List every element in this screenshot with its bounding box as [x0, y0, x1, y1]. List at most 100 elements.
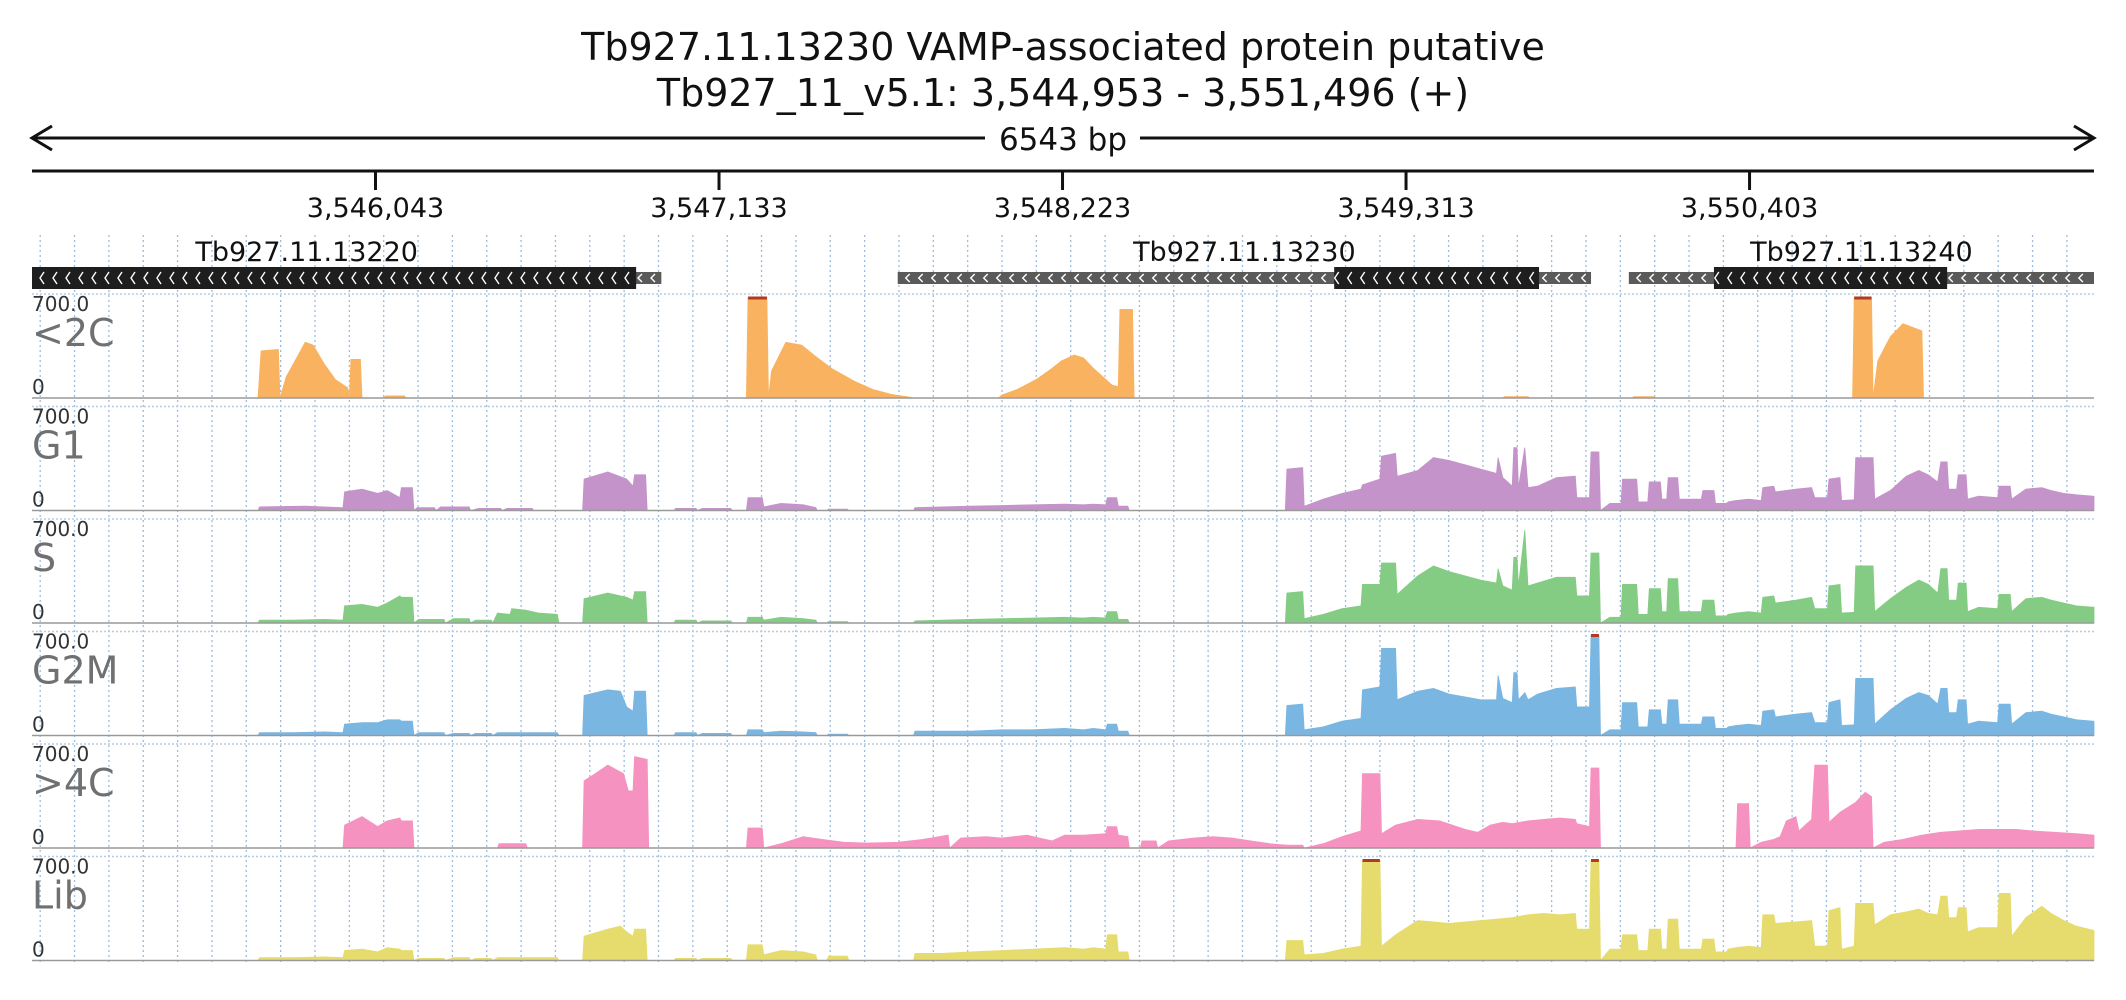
track-ymin-label: 0	[32, 713, 45, 737]
coverage-area	[32, 297, 2094, 399]
strand-arrow-icon	[1021, 273, 1028, 283]
strand-arrow-icon	[416, 271, 422, 285]
gene-cds	[32, 267, 637, 289]
strand-arrow-icon	[1753, 271, 1759, 285]
strand-arrow-icon	[1935, 271, 1941, 285]
strand-arrow-icon	[260, 271, 266, 285]
strand-arrow-icon	[1047, 273, 1054, 283]
strand-arrow-icon	[312, 271, 318, 285]
strand-arrow-icon	[1580, 273, 1587, 283]
strand-arrow-icon	[1818, 271, 1824, 285]
span-arrow-right-icon	[2073, 124, 2097, 152]
strand-arrow-icon	[273, 271, 279, 285]
strand-arrow-icon	[221, 271, 227, 285]
track-name: Lib	[32, 874, 88, 918]
strand-arrow-icon	[247, 271, 253, 285]
strand-arrow-icon	[1125, 273, 1132, 283]
strand-arrow-icon	[286, 271, 292, 285]
strand-arrow-icon	[1359, 271, 1366, 285]
track-ymax-label: 700.0	[32, 630, 89, 654]
track-ymin-label: 0	[32, 825, 45, 849]
strand-arrow-icon	[995, 273, 1002, 283]
strand-arrow-icon	[1450, 271, 1457, 285]
strand-arrow-icon	[559, 271, 565, 285]
strand-arrow-icon	[637, 273, 643, 283]
strand-arrow-icon	[1567, 273, 1574, 283]
gene-models: Tb927.11.13220 Tb927.11.13230 Tb927.11.132…	[32, 237, 2094, 289]
strand-arrow-icon	[39, 271, 45, 285]
strand-arrow-icon	[1281, 273, 1288, 283]
track-ymin-label: 0	[32, 600, 45, 624]
strand-arrow-icon	[403, 271, 409, 285]
strand-arrow-icon	[1960, 273, 1967, 283]
coverage-area	[32, 635, 2095, 737]
strand-arrow-icon	[943, 273, 950, 283]
strand-arrow-icon	[982, 273, 989, 283]
strand-arrow-icon	[1999, 273, 2006, 283]
strand-arrow-icon	[1870, 271, 1876, 285]
strand-arrow-icon	[91, 271, 97, 285]
strand-arrow-icon	[78, 271, 84, 285]
strand-arrow-icon	[442, 271, 448, 285]
strand-arrow-icon	[1385, 271, 1392, 285]
strand-arrow-icon	[2025, 273, 2032, 283]
strand-arrow-icon	[325, 271, 331, 285]
strand-arrow-icon	[1177, 273, 1184, 283]
strand-arrow-icon	[1372, 271, 1379, 285]
strand-arrow-icon	[1714, 271, 1720, 285]
strand-arrow-icon	[904, 273, 911, 283]
gene-label: Tb927.11.13230	[1132, 237, 1356, 268]
strand-arrow-icon	[65, 271, 71, 285]
strand-arrow-icon	[1164, 273, 1171, 283]
strand-arrow-icon	[1411, 271, 1418, 285]
strand-arrow-icon	[1346, 271, 1353, 285]
strand-arrow-icon	[1489, 271, 1496, 285]
strand-arrow-icon	[130, 271, 136, 285]
strand-arrow-icon	[585, 271, 591, 285]
strand-arrow-icon	[1831, 271, 1837, 285]
strand-arrow-icon	[1947, 273, 1954, 283]
tick-label: 3,546,043	[307, 193, 444, 224]
strand-arrow-icon	[1268, 273, 1275, 283]
strand-arrow-icon	[546, 271, 552, 285]
track-ymax-label: 700.0	[32, 292, 89, 316]
span-label: 6543 bp	[999, 122, 1127, 158]
gene-model: Tb927.11.13220	[32, 237, 662, 289]
strand-arrow-icon	[1740, 271, 1746, 285]
strand-arrow-icon	[2038, 273, 2045, 283]
strand-arrow-icon	[611, 271, 617, 285]
strand-arrow-icon	[1792, 271, 1798, 285]
gene-label: Tb927.11.13240	[1749, 237, 1973, 268]
strand-arrow-icon	[624, 271, 630, 285]
strand-arrow-icon	[1476, 271, 1483, 285]
track-ymin-label: 0	[32, 375, 45, 399]
gene-cds	[1713, 267, 1948, 289]
coverage-area	[32, 530, 2095, 624]
span-indicator: 6543 bp	[29, 122, 2097, 158]
strand-arrow-icon	[1515, 271, 1522, 285]
strand-arrow-icon	[917, 273, 924, 283]
strand-arrow-icon	[494, 271, 500, 285]
strand-arrow-icon	[1805, 271, 1811, 285]
track: 700.0>4C 0	[32, 742, 2095, 849]
strand-arrow-icon	[1700, 273, 1707, 283]
strand-arrow-icon	[1424, 271, 1431, 285]
strand-arrow-icon	[1463, 271, 1470, 285]
gene-cds	[1334, 267, 1540, 289]
strand-arrow-icon	[1086, 273, 1093, 283]
strand-arrow-icon	[2064, 273, 2071, 283]
figure-title-line2: Tb927_11_v5.1: 3,544,953 - 3,551,496 (+)	[656, 71, 1469, 115]
strand-arrow-icon	[455, 271, 461, 285]
strand-arrow-icon	[468, 271, 474, 285]
strand-arrow-icon	[1687, 273, 1694, 283]
coverage-area	[32, 860, 2095, 962]
strand-arrow-icon	[104, 271, 110, 285]
strand-arrow-icon	[182, 271, 188, 285]
coordinate-ticks: 3,546,043 3,547,133 3,548,223 3,549,313 3,55…	[307, 171, 1818, 224]
strand-arrow-icon	[1502, 271, 1509, 285]
strand-arrow-icon	[1216, 273, 1223, 283]
strand-arrow-icon	[1661, 273, 1668, 283]
track-name: G2M	[32, 649, 118, 693]
